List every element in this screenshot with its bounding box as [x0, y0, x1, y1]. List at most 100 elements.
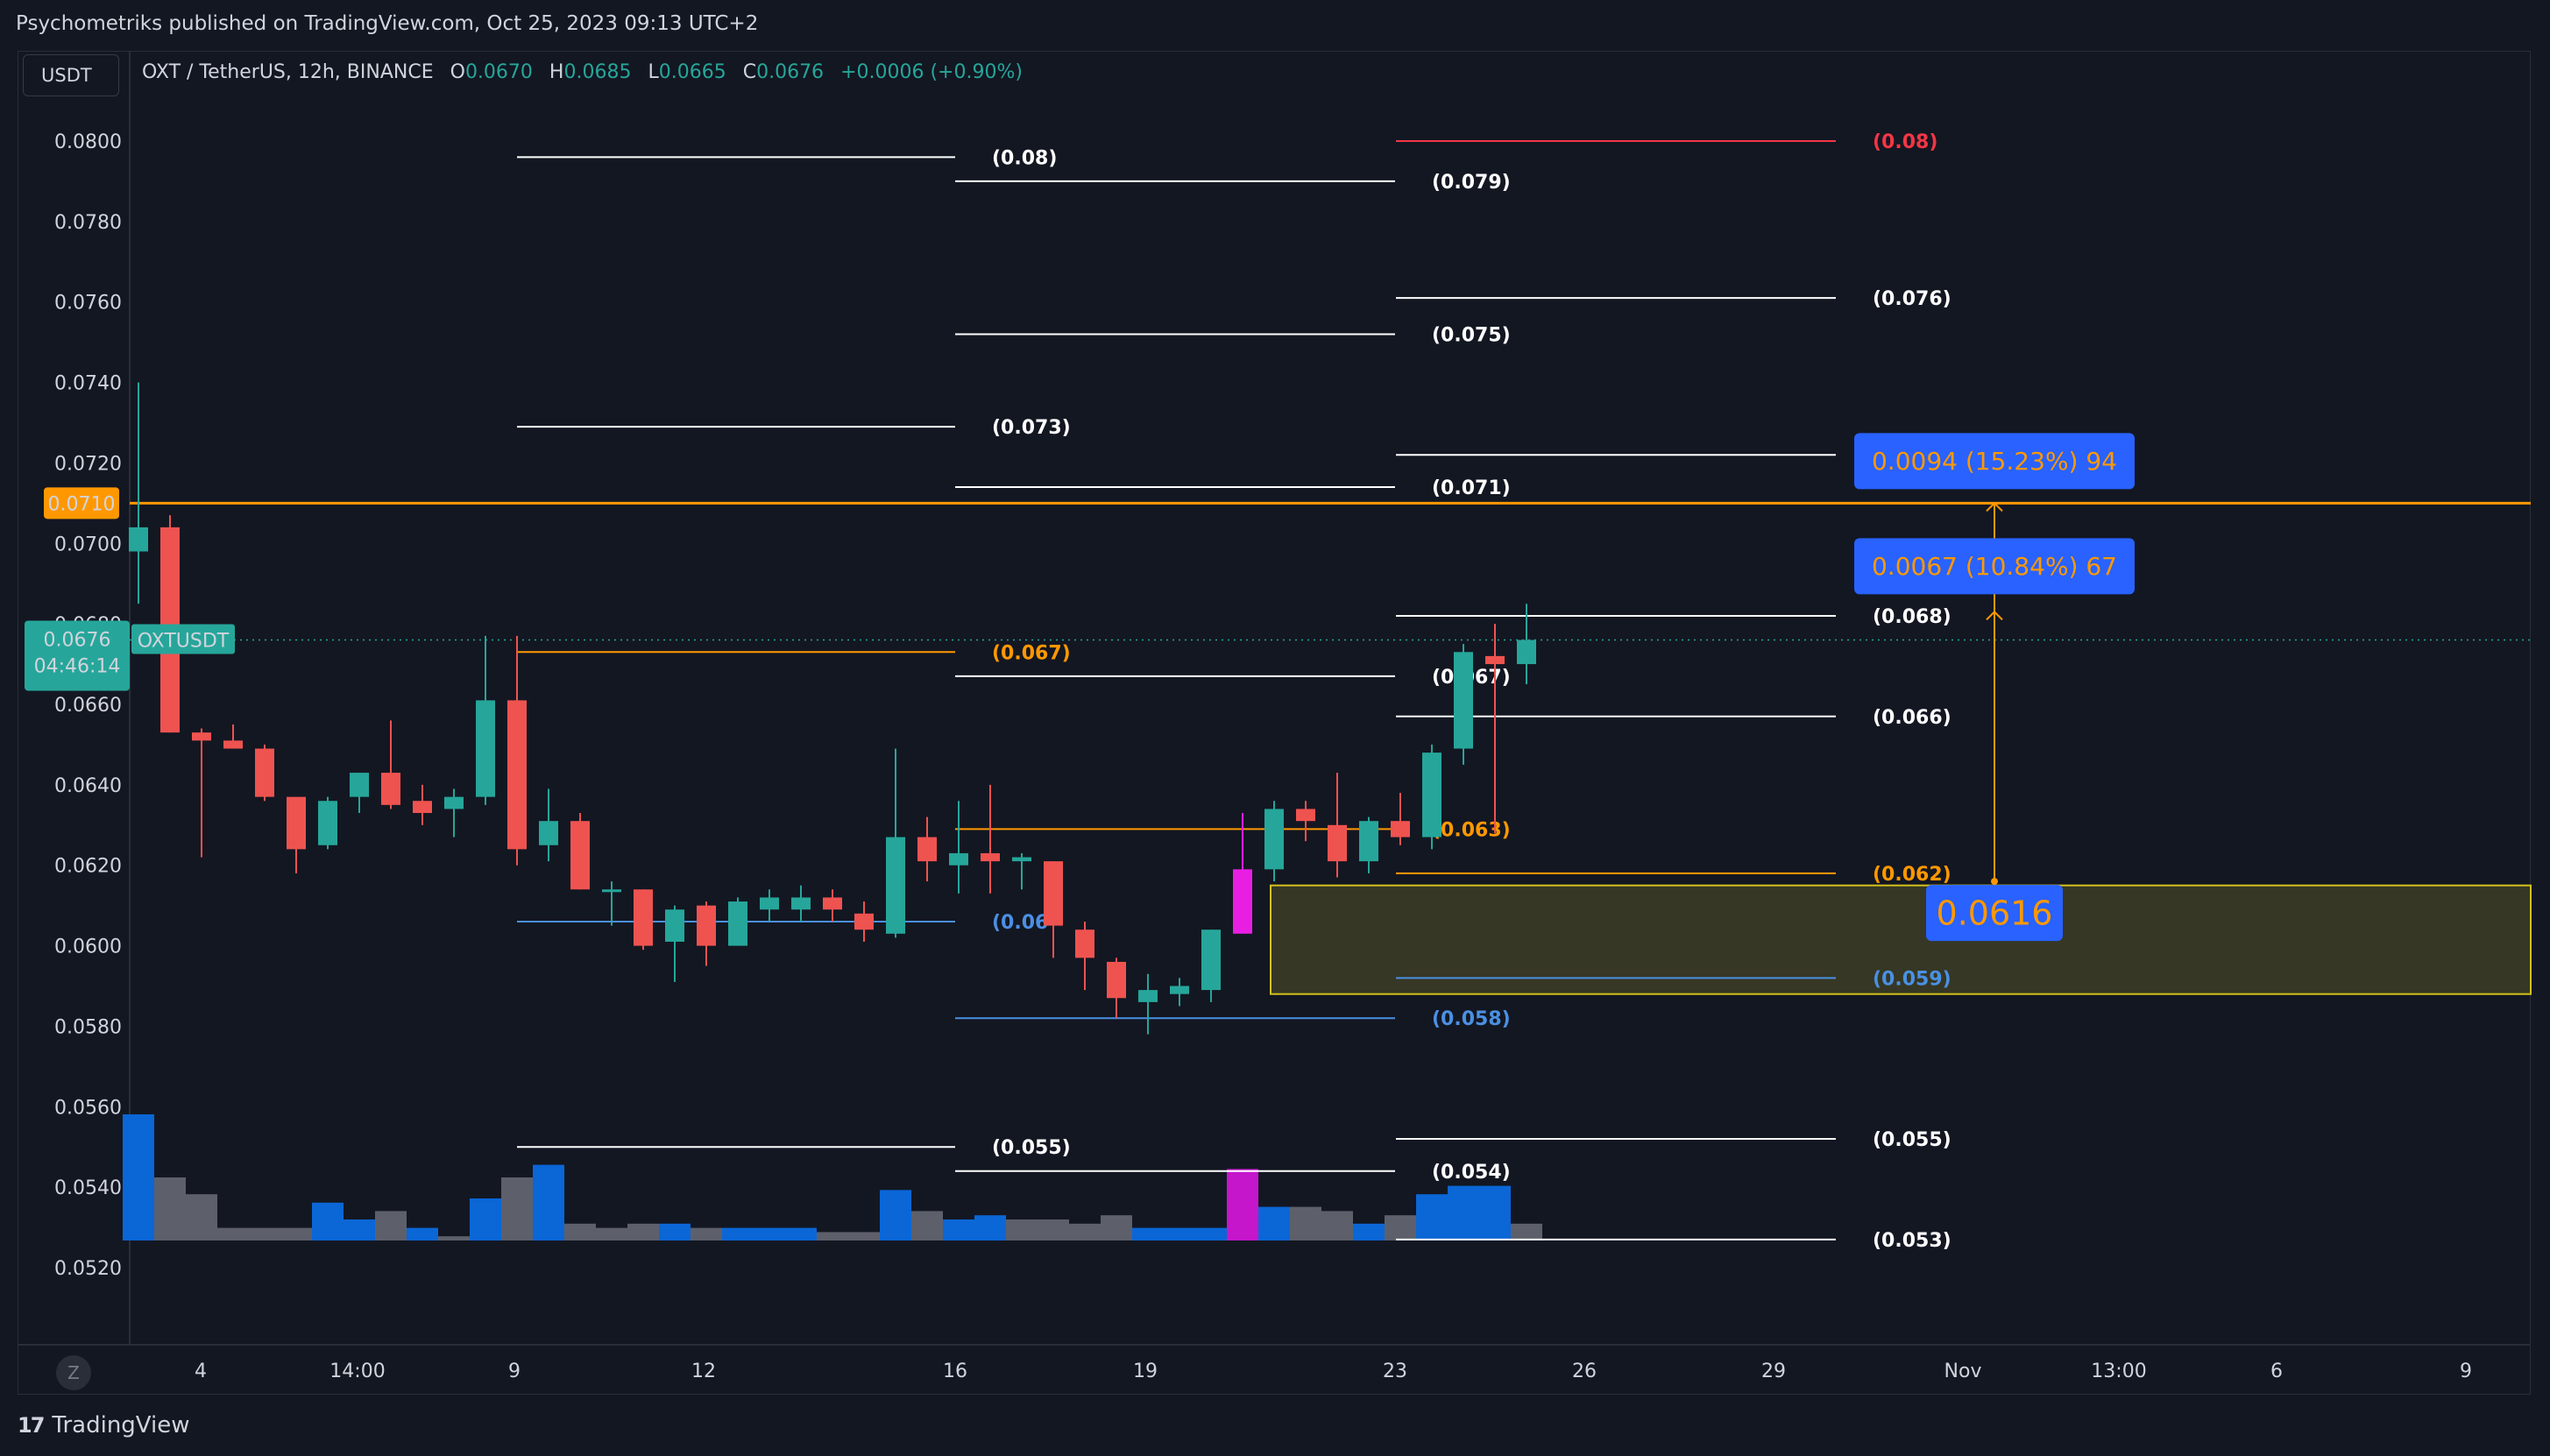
candle-body[interactable]: [823, 897, 842, 910]
candle-body[interactable]: [192, 732, 211, 741]
chart-canvas[interactable]: 0.0800 0.0780 0.0760 0.0740 0.0720 0.0700 0.06…: [0, 0, 2550, 1396]
volume-bar: [627, 1223, 659, 1240]
measure-arrow-2: [1986, 501, 2003, 512]
alert-price-badge[interactable]: [44, 487, 119, 519]
price-tick-label: 0.0640: [54, 775, 122, 797]
candle-body[interactable]: [854, 913, 874, 930]
volume-bar: [312, 1202, 344, 1240]
candle-body[interactable]: [634, 889, 653, 946]
candle-body[interactable]: [255, 748, 274, 797]
candle-body[interactable]: [1296, 809, 1315, 822]
candle-body[interactable]: [728, 901, 747, 946]
candle-body[interactable]: [287, 796, 306, 850]
candle-body[interactable]: [1359, 821, 1378, 862]
reset-zoom-button[interactable]: Z: [56, 1355, 91, 1390]
time-tick-label: Nov: [1944, 1361, 1982, 1382]
time-tick-label: 26: [1572, 1361, 1597, 1382]
candle-body[interactable]: [476, 700, 495, 797]
candle-body[interactable]: [1328, 824, 1347, 862]
candle-body[interactable]: [981, 852, 1000, 862]
measure-target2-box[interactable]: [1854, 433, 2135, 490]
candle-body[interactable]: [697, 905, 716, 946]
volume-bar: [1479, 1185, 1511, 1240]
measure-base-box[interactable]: [1926, 885, 2063, 942]
candle-body[interactable]: [1170, 986, 1189, 994]
candle-body[interactable]: [602, 889, 621, 893]
time-tick-label: 9: [508, 1361, 521, 1382]
candle-body[interactable]: [1075, 929, 1094, 958]
chart-frame: [18, 51, 2531, 1395]
candle-body[interactable]: [1485, 655, 1505, 665]
candle-body[interactable]: [1517, 640, 1536, 665]
candle-body[interactable]: [1138, 990, 1158, 1002]
candle-body[interactable]: [1233, 869, 1252, 934]
unit-selector[interactable]: USDT: [23, 54, 119, 96]
time-tick-label: 16: [943, 1361, 967, 1382]
candle-body[interactable]: [917, 837, 937, 862]
volume-bar: [1195, 1227, 1227, 1240]
volume-bar: [154, 1177, 186, 1240]
candle-body[interactable]: [223, 740, 243, 749]
volume-bar: [974, 1215, 1006, 1240]
level-label: (0.066): [1873, 707, 1951, 729]
measure-base-dot: [1991, 878, 1998, 886]
volume-bar: [438, 1236, 470, 1240]
candle-body[interactable]: [507, 700, 527, 850]
volume-bar: [470, 1198, 501, 1240]
volume-bar: [943, 1219, 974, 1240]
candle-body[interactable]: [539, 821, 558, 845]
candle-body[interactable]: [886, 837, 905, 934]
volume-bar: [501, 1177, 533, 1240]
candle-body[interactable]: [665, 909, 684, 942]
volume-bar: [186, 1194, 217, 1240]
tradingview-logo[interactable]: 17 TradingView: [18, 1412, 190, 1438]
volume-bar: [375, 1211, 407, 1240]
candle-body[interactable]: [1044, 861, 1063, 926]
candle-body[interactable]: [129, 527, 148, 552]
volume-bar: [407, 1227, 438, 1240]
price-tick-label: 0.0540: [54, 1177, 122, 1199]
candle-body[interactable]: [791, 897, 811, 910]
time-tick-label: 12: [691, 1361, 716, 1382]
price-tick-label: 0.0560: [54, 1097, 122, 1119]
symbol-legend: OXT / TetherUS, 12h, BINANCE O0.0670 H0.…: [142, 61, 1023, 83]
measure-target1-box[interactable]: [1854, 538, 2135, 595]
high-label: H: [549, 61, 564, 83]
candle-body[interactable]: [1264, 809, 1284, 870]
candle-body[interactable]: [949, 852, 968, 866]
volume-bar: [344, 1219, 375, 1240]
candle-body[interactable]: [381, 773, 400, 805]
support-zone[interactable]: [1270, 884, 2532, 995]
candle-body[interactable]: [444, 796, 464, 809]
candle-body[interactable]: [570, 821, 590, 890]
candle-body[interactable]: [318, 801, 337, 845]
price-tick-label: 0.0620: [54, 856, 122, 878]
volume-bar: [564, 1223, 596, 1240]
time-tick-label: 9: [2460, 1361, 2472, 1382]
candle-body[interactable]: [1012, 857, 1031, 862]
high-value: 0.0685: [563, 61, 632, 83]
candle-body[interactable]: [1107, 961, 1126, 999]
publisher-line: Psychometriks published on TradingView.c…: [16, 12, 759, 35]
price-tick-label: 0.0700: [54, 534, 122, 555]
level-label: (0.062): [1873, 864, 1951, 886]
symbol-tag-text: OXTUSDT: [138, 631, 230, 653]
volume-bar: [691, 1227, 722, 1240]
level-label: (0.076): [1873, 288, 1951, 310]
volume-bar: [1353, 1223, 1385, 1240]
volume-bar: [1038, 1219, 1069, 1240]
volume-bar: [1006, 1219, 1038, 1240]
open-label: O: [450, 61, 465, 83]
candle-body[interactable]: [1454, 652, 1473, 749]
volume-bar: [249, 1227, 280, 1240]
candle-body[interactable]: [1201, 929, 1221, 991]
candle-body[interactable]: [350, 773, 369, 797]
candle-body[interactable]: [1422, 753, 1441, 838]
candle-body[interactable]: [760, 897, 779, 910]
measure-base-text: 0.0616: [1937, 894, 2053, 932]
candle-body[interactable]: [1391, 821, 1410, 838]
candle-body[interactable]: [413, 801, 432, 814]
volume-bar: [1101, 1215, 1132, 1240]
symbol-title[interactable]: OXT / TetherUS, 12h, BINANCE: [142, 61, 434, 83]
alert-price-text: 0.0710: [48, 493, 116, 515]
